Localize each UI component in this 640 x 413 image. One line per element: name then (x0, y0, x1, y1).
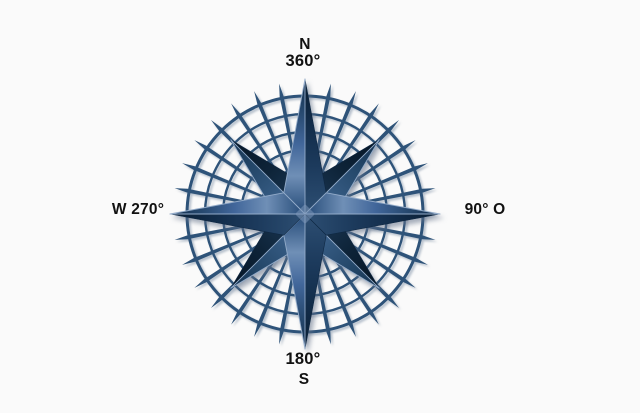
star-facet-west-dark (169, 213, 306, 236)
star-facet-south-dark (304, 213, 327, 350)
star-facet-east-dark (304, 213, 441, 236)
star-facet-north-dark (304, 78, 327, 215)
label-north-letter: N (299, 36, 311, 53)
label-west-degrees: W 270° (111, 201, 165, 218)
label-east-degrees: 90° O (464, 201, 506, 218)
star-facet-west-light (169, 192, 306, 215)
label-south-letter: S (298, 371, 310, 388)
label-south-degrees: 180° (285, 350, 321, 368)
star-facet-south-light (283, 213, 306, 350)
star-facet-east-light (304, 192, 441, 215)
compass-star (169, 78, 441, 350)
label-north-degrees: 360° (285, 52, 321, 70)
star-center-glint (295, 204, 315, 224)
star-facet-north-light (283, 78, 306, 215)
